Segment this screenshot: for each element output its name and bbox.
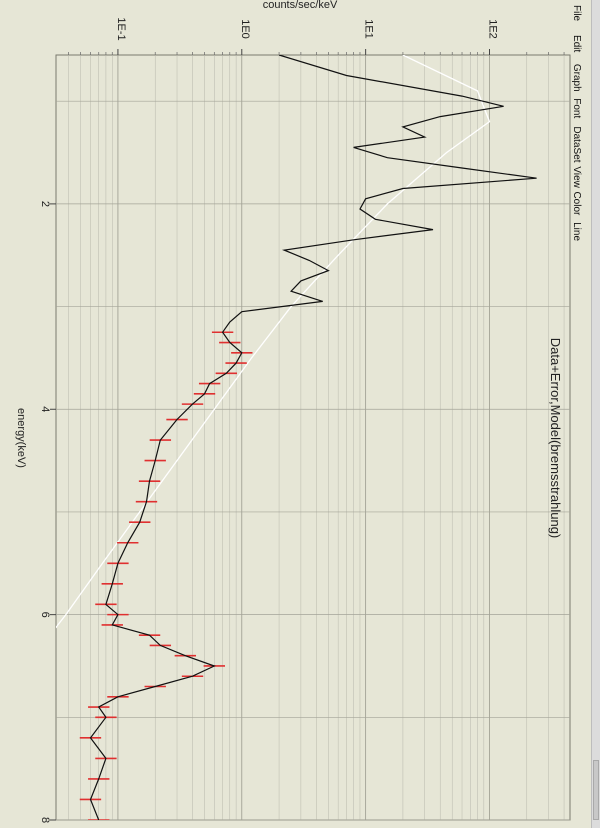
data-layer (89, 55, 537, 820)
menu-item-file[interactable]: File (571, 5, 582, 22)
y-axis-label: counts/sec/keV (263, 0, 338, 11)
menu-item-graph[interactable]: Graph (571, 64, 582, 92)
axis-labels: counts/sec/keV energy(keV) Data+Error,Mo… (15, 0, 563, 538)
menu-item-view[interactable]: View (571, 166, 582, 188)
x-tick-label: 8 (39, 817, 51, 823)
chart-title: Data+Error,Model(bremsstrahlung) (548, 338, 563, 539)
data-line (89, 55, 537, 820)
menu-bar: File Edit Graph Font DataSet View Color Line (571, 5, 582, 241)
scrollbar-thumb[interactable] (593, 760, 599, 820)
y-tick-label: 1E0 (239, 19, 251, 39)
x-tick-labels: 2 4 6 8 (39, 201, 56, 823)
model-layer (56, 55, 491, 629)
menu-item-font[interactable]: Font (571, 98, 582, 118)
menu-item-color[interactable]: Color (571, 191, 582, 216)
menu-item-edit[interactable]: Edit (571, 35, 582, 52)
x-tick-label: 4 (39, 406, 51, 412)
x-axis-label: energy(keV) (15, 408, 27, 468)
x-tick-label: 2 (39, 201, 51, 207)
y-tick-label: 1E2 (486, 19, 498, 39)
plot-area (55, 54, 571, 821)
x-tick-label: 6 (39, 612, 51, 618)
y-tick-label: 1E-1 (115, 17, 127, 40)
y-tick-label: 1E1 (363, 19, 375, 39)
model-line (56, 55, 491, 629)
y-tick-labels: 1E-1 1E0 1E1 1E2 (68, 17, 565, 55)
menu-item-dataset[interactable]: DataSet (571, 126, 582, 162)
vertical-scrollbar[interactable] (591, 0, 600, 828)
menu-item-line[interactable]: Line (571, 222, 582, 241)
